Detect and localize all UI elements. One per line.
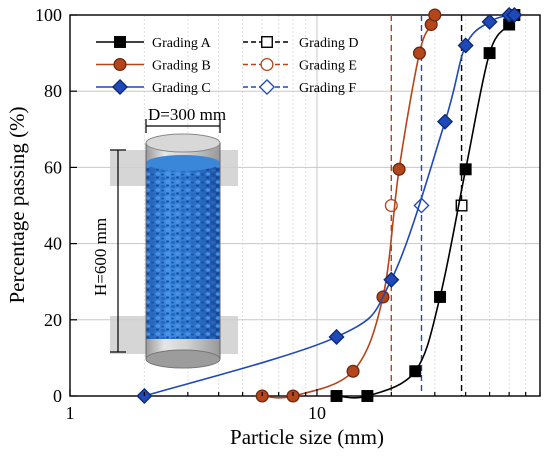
series-1-point bbox=[330, 390, 343, 402]
series-3-point bbox=[436, 113, 454, 130]
legend-label: Grading E bbox=[299, 59, 357, 74]
x-tick-label: 10 bbox=[308, 403, 326, 423]
y-tick-label: 60 bbox=[44, 157, 62, 177]
series-1-point bbox=[483, 47, 496, 60]
series-3-point bbox=[457, 37, 474, 54]
legend-swatch-marker bbox=[113, 57, 127, 72]
reference-lines bbox=[384, 15, 468, 396]
cylinder-top bbox=[145, 133, 221, 153]
x-tick-label: 1 bbox=[66, 403, 75, 423]
diameter-label: D=300 mm bbox=[148, 105, 226, 124]
aggregate-top bbox=[146, 155, 220, 171]
legend-label: Grading A bbox=[152, 36, 212, 51]
axis-ticks: 0 20 40 60 80 100 1 10 bbox=[35, 5, 541, 423]
series-3-point bbox=[328, 328, 345, 345]
cylinder-bottom bbox=[145, 349, 221, 369]
series-2-point bbox=[428, 8, 442, 22]
y-tick-label: 100 bbox=[35, 5, 62, 25]
legend-label: Grading C bbox=[152, 81, 211, 96]
y-tick-label: 20 bbox=[44, 310, 62, 330]
legend-label: Grading D bbox=[299, 36, 359, 51]
series-2-point bbox=[392, 162, 406, 176]
series-2-point bbox=[346, 364, 360, 378]
series-1-point bbox=[434, 290, 447, 303]
series-1-point bbox=[361, 390, 374, 402]
y-axis-title: Percentage passing (%) bbox=[5, 106, 29, 303]
series-2-point bbox=[412, 46, 426, 60]
legend-swatch-marker bbox=[111, 78, 129, 96]
legend-swatch-marker bbox=[114, 36, 126, 48]
series-3-point bbox=[481, 13, 498, 30]
y-tick-label: 40 bbox=[44, 234, 62, 254]
height-label: H=600 mm bbox=[91, 218, 110, 296]
legend-swatch-marker bbox=[261, 36, 273, 48]
aggregate-texture bbox=[146, 163, 220, 339]
legend: Grading A Grading D Grading B Grading E Grad… bbox=[96, 36, 359, 96]
legend-label: Grading B bbox=[152, 59, 211, 74]
legend-swatch-marker bbox=[258, 78, 276, 96]
legend-swatch-marker bbox=[260, 57, 274, 72]
reference-point-1 bbox=[455, 199, 468, 212]
x-axis-title: Particle size (mm) bbox=[230, 425, 384, 449]
series-3-point bbox=[383, 271, 400, 288]
plot-border bbox=[69, 14, 541, 397]
series-1-point bbox=[409, 365, 422, 378]
series-3-point bbox=[506, 6, 523, 24]
specimen-illustration: D=300 mm H=600 mm bbox=[91, 105, 238, 369]
legend-label: Grading F bbox=[299, 81, 356, 96]
y-tick-label: 80 bbox=[44, 81, 62, 101]
y-tick-label: 0 bbox=[53, 386, 62, 406]
series-1-point bbox=[459, 163, 472, 176]
series-group bbox=[136, 6, 523, 405]
plot-frame bbox=[69, 14, 541, 397]
